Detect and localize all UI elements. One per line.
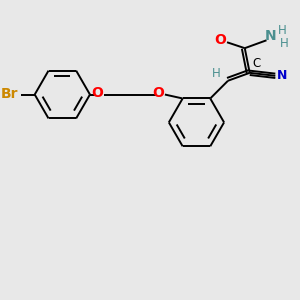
Text: H: H xyxy=(212,67,220,80)
Text: O: O xyxy=(214,33,226,47)
Text: N: N xyxy=(277,69,287,82)
Text: N: N xyxy=(265,29,276,43)
Text: O: O xyxy=(152,85,164,100)
Text: O: O xyxy=(91,85,103,100)
Text: H: H xyxy=(280,37,289,50)
Text: H: H xyxy=(278,24,286,37)
Text: C: C xyxy=(253,58,261,70)
Text: Br: Br xyxy=(0,86,18,100)
